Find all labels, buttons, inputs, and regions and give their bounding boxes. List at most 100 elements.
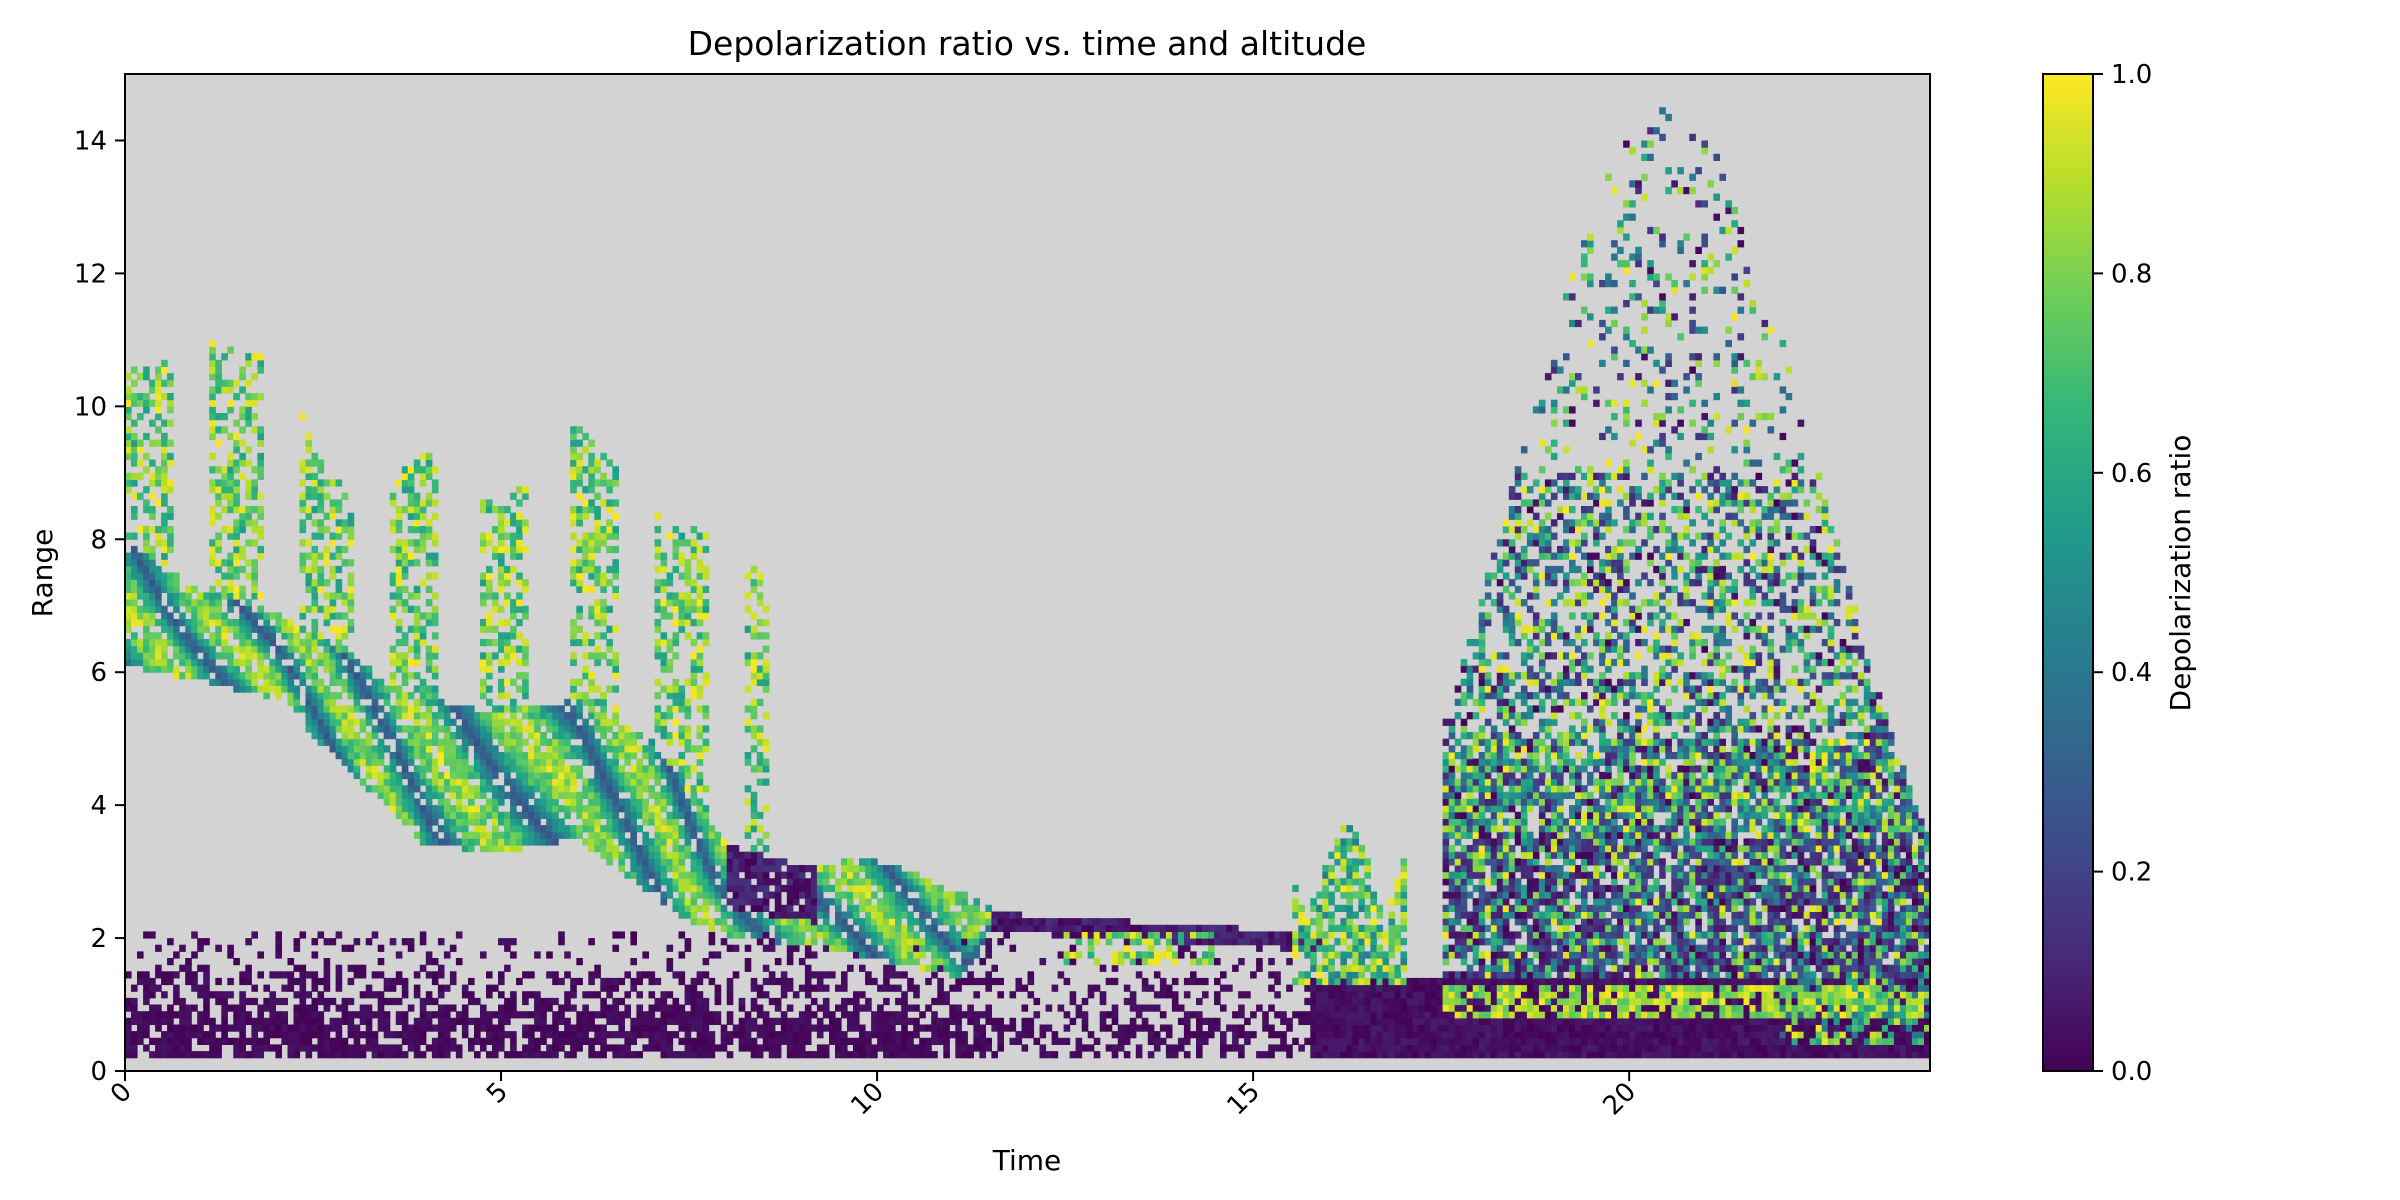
heatmap-cell xyxy=(371,1037,379,1045)
heatmap-cell xyxy=(744,658,752,667)
heatmap-cell xyxy=(901,1017,908,1025)
heatmap-cell xyxy=(413,1037,421,1045)
heatmap-cell xyxy=(642,798,649,806)
heatmap-cell xyxy=(215,619,222,627)
heatmap-cell xyxy=(371,785,379,793)
heatmap-cell xyxy=(1165,1024,1173,1032)
heatmap-cell xyxy=(786,891,794,899)
heatmap-cell xyxy=(504,745,511,753)
heatmap-cell xyxy=(455,1044,463,1052)
heatmap-cell xyxy=(401,745,409,753)
heatmap-cell xyxy=(419,1037,427,1045)
heatmap-cell xyxy=(720,1044,728,1052)
heatmap-cell xyxy=(1105,977,1113,986)
heatmap-cell xyxy=(1232,1024,1239,1032)
heatmap-cell xyxy=(1190,977,1197,986)
heatmap-cell xyxy=(1177,1044,1185,1052)
heatmap-cell xyxy=(480,845,487,853)
heatmap-cell xyxy=(756,884,764,893)
heatmap-cell xyxy=(335,552,343,560)
chart-title: Depolarization ratio vs. time and altitu… xyxy=(688,24,1367,63)
heatmap-cell xyxy=(895,898,902,906)
heatmap-cell xyxy=(810,865,818,873)
heatmap-cell xyxy=(251,645,258,653)
heatmap-cell xyxy=(943,918,950,926)
heatmap-cell xyxy=(774,911,782,919)
heatmap-cell xyxy=(431,466,439,474)
heatmap-cell xyxy=(582,1031,589,1039)
heatmap-cell xyxy=(323,692,331,700)
heatmap-cell xyxy=(829,898,836,906)
heatmap-cell xyxy=(492,1011,499,1019)
heatmap-cell xyxy=(576,565,583,574)
heatmap-cell xyxy=(702,805,710,813)
heatmap-cell xyxy=(437,745,445,753)
heatmap-cell xyxy=(738,997,746,1006)
heatmap-cell xyxy=(474,811,481,819)
heatmap-cell xyxy=(449,705,457,713)
heatmap-cell xyxy=(708,951,716,959)
heatmap-cell xyxy=(630,931,637,939)
heatmap-cell xyxy=(293,1011,301,1019)
heatmap-cell xyxy=(720,884,728,893)
heatmap-cell xyxy=(792,1031,800,1039)
heatmap-cell xyxy=(221,1024,228,1032)
heatmap-cell xyxy=(1057,1004,1065,1012)
heatmap-cell xyxy=(401,1017,409,1025)
heatmap-cell xyxy=(335,1037,343,1045)
heatmap-cell xyxy=(329,938,337,946)
heatmap-cell xyxy=(714,991,722,999)
heatmap-cell xyxy=(341,545,349,554)
heatmap-cell xyxy=(750,871,758,879)
heatmap-cell xyxy=(804,977,812,986)
heatmap-cell xyxy=(395,805,403,813)
heatmap-cell xyxy=(419,997,427,1006)
heatmap-cell xyxy=(594,492,601,500)
heatmap-cell xyxy=(173,991,180,999)
heatmap-cell xyxy=(901,898,908,906)
heatmap-cell xyxy=(540,1004,547,1012)
heatmap-cell xyxy=(1105,1011,1113,1019)
heatmap-cell xyxy=(654,539,662,547)
heatmap-cell xyxy=(522,526,529,534)
heatmap-cell xyxy=(341,1051,349,1059)
heatmap-cell xyxy=(774,871,782,879)
heatmap-cell xyxy=(576,612,583,620)
heatmap-cell xyxy=(943,1051,950,1059)
heatmap-cell xyxy=(642,845,649,853)
heatmap-cell xyxy=(648,818,656,826)
heatmap-cell xyxy=(1051,918,1059,926)
heatmap-cell xyxy=(516,785,523,793)
heatmap-cell xyxy=(678,539,686,547)
heatmap-cell xyxy=(492,805,499,813)
heatmap-cell xyxy=(209,639,216,647)
heatmap-cell xyxy=(925,878,932,886)
heatmap-cell xyxy=(648,758,656,766)
heatmap-cell xyxy=(1190,938,1197,946)
heatmap-cell xyxy=(401,771,409,780)
heatmap-cell xyxy=(925,1037,932,1045)
heatmap-cell xyxy=(666,818,674,826)
heatmap-cell xyxy=(925,964,932,972)
heatmap-cell xyxy=(570,725,577,733)
heatmap-cell xyxy=(449,1044,457,1052)
heatmap-cell xyxy=(215,386,222,394)
heatmap-cell xyxy=(552,785,559,793)
heatmap-cell xyxy=(600,798,607,806)
heatmap-cell xyxy=(702,891,710,899)
heatmap-cell xyxy=(131,652,138,660)
heatmap-cell xyxy=(678,785,686,793)
heatmap-cell xyxy=(516,838,523,846)
heatmap-cell xyxy=(895,865,902,873)
heatmap-cell xyxy=(1021,918,1029,926)
heatmap-cell xyxy=(702,605,710,613)
heatmap-cell xyxy=(359,778,367,786)
heatmap-cell xyxy=(131,559,138,567)
heatmap-cell xyxy=(624,811,631,819)
heatmap-cell xyxy=(389,1044,397,1052)
heatmap-cell xyxy=(281,1024,288,1032)
heatmap-cell xyxy=(401,692,409,700)
heatmap-cell xyxy=(600,712,607,720)
heatmap-cell xyxy=(690,785,698,793)
heatmap-cell xyxy=(486,712,493,720)
